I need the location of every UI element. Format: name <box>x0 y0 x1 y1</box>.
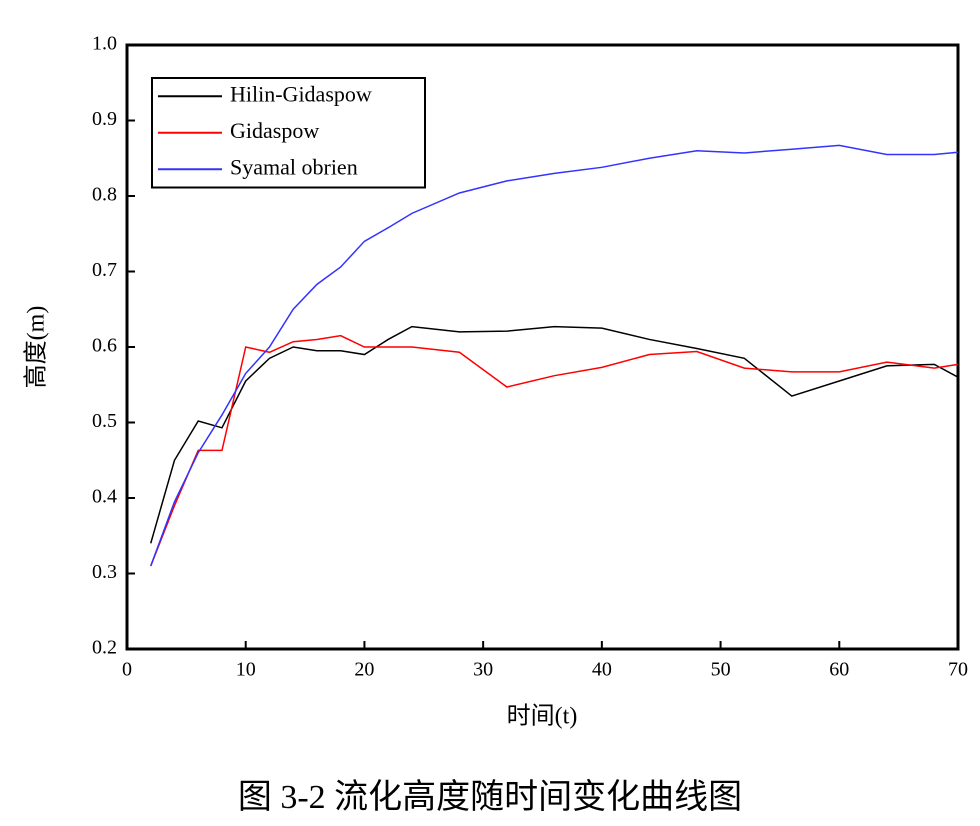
x-tick-label: 60 <box>829 659 849 681</box>
x-tick-label: 10 <box>236 659 256 681</box>
x-tick-label: 0 <box>122 659 132 681</box>
y-tick-label: 0.3 <box>92 561 117 583</box>
y-tick-label: 0.6 <box>92 335 117 357</box>
plot-frame <box>125 43 960 651</box>
legend-label: Gidaspow <box>230 118 319 143</box>
y-axis-label: 高度(m) <box>23 306 50 389</box>
x-tick-label: 50 <box>711 659 731 681</box>
legend-label: Hilin-Gidaspow <box>230 81 372 106</box>
y-tick-label: 0.7 <box>92 259 117 281</box>
x-tick-label: 70 <box>948 659 968 681</box>
y-tick-label: 0.2 <box>92 637 117 659</box>
y-tick-label: 0.8 <box>92 184 117 206</box>
legend-label: Syamal obrien <box>230 154 358 179</box>
caption: 图 3-2 流化高度随时间变化曲线图 <box>238 778 742 816</box>
y-tick-label: 1.0 <box>92 33 117 55</box>
series-line <box>150 334 959 567</box>
y-tick-label: 0.4 <box>92 486 117 508</box>
x-tick-label: 40 <box>592 659 612 681</box>
series-line <box>150 144 959 567</box>
x-tick-label: 30 <box>473 659 493 681</box>
y-tick-label: 0.5 <box>92 410 117 432</box>
series-line <box>150 325 959 544</box>
x-tick-label: 20 <box>354 659 374 681</box>
y-tick-label: 0.9 <box>92 108 117 130</box>
x-axis-label: 时间(t) <box>507 703 578 730</box>
